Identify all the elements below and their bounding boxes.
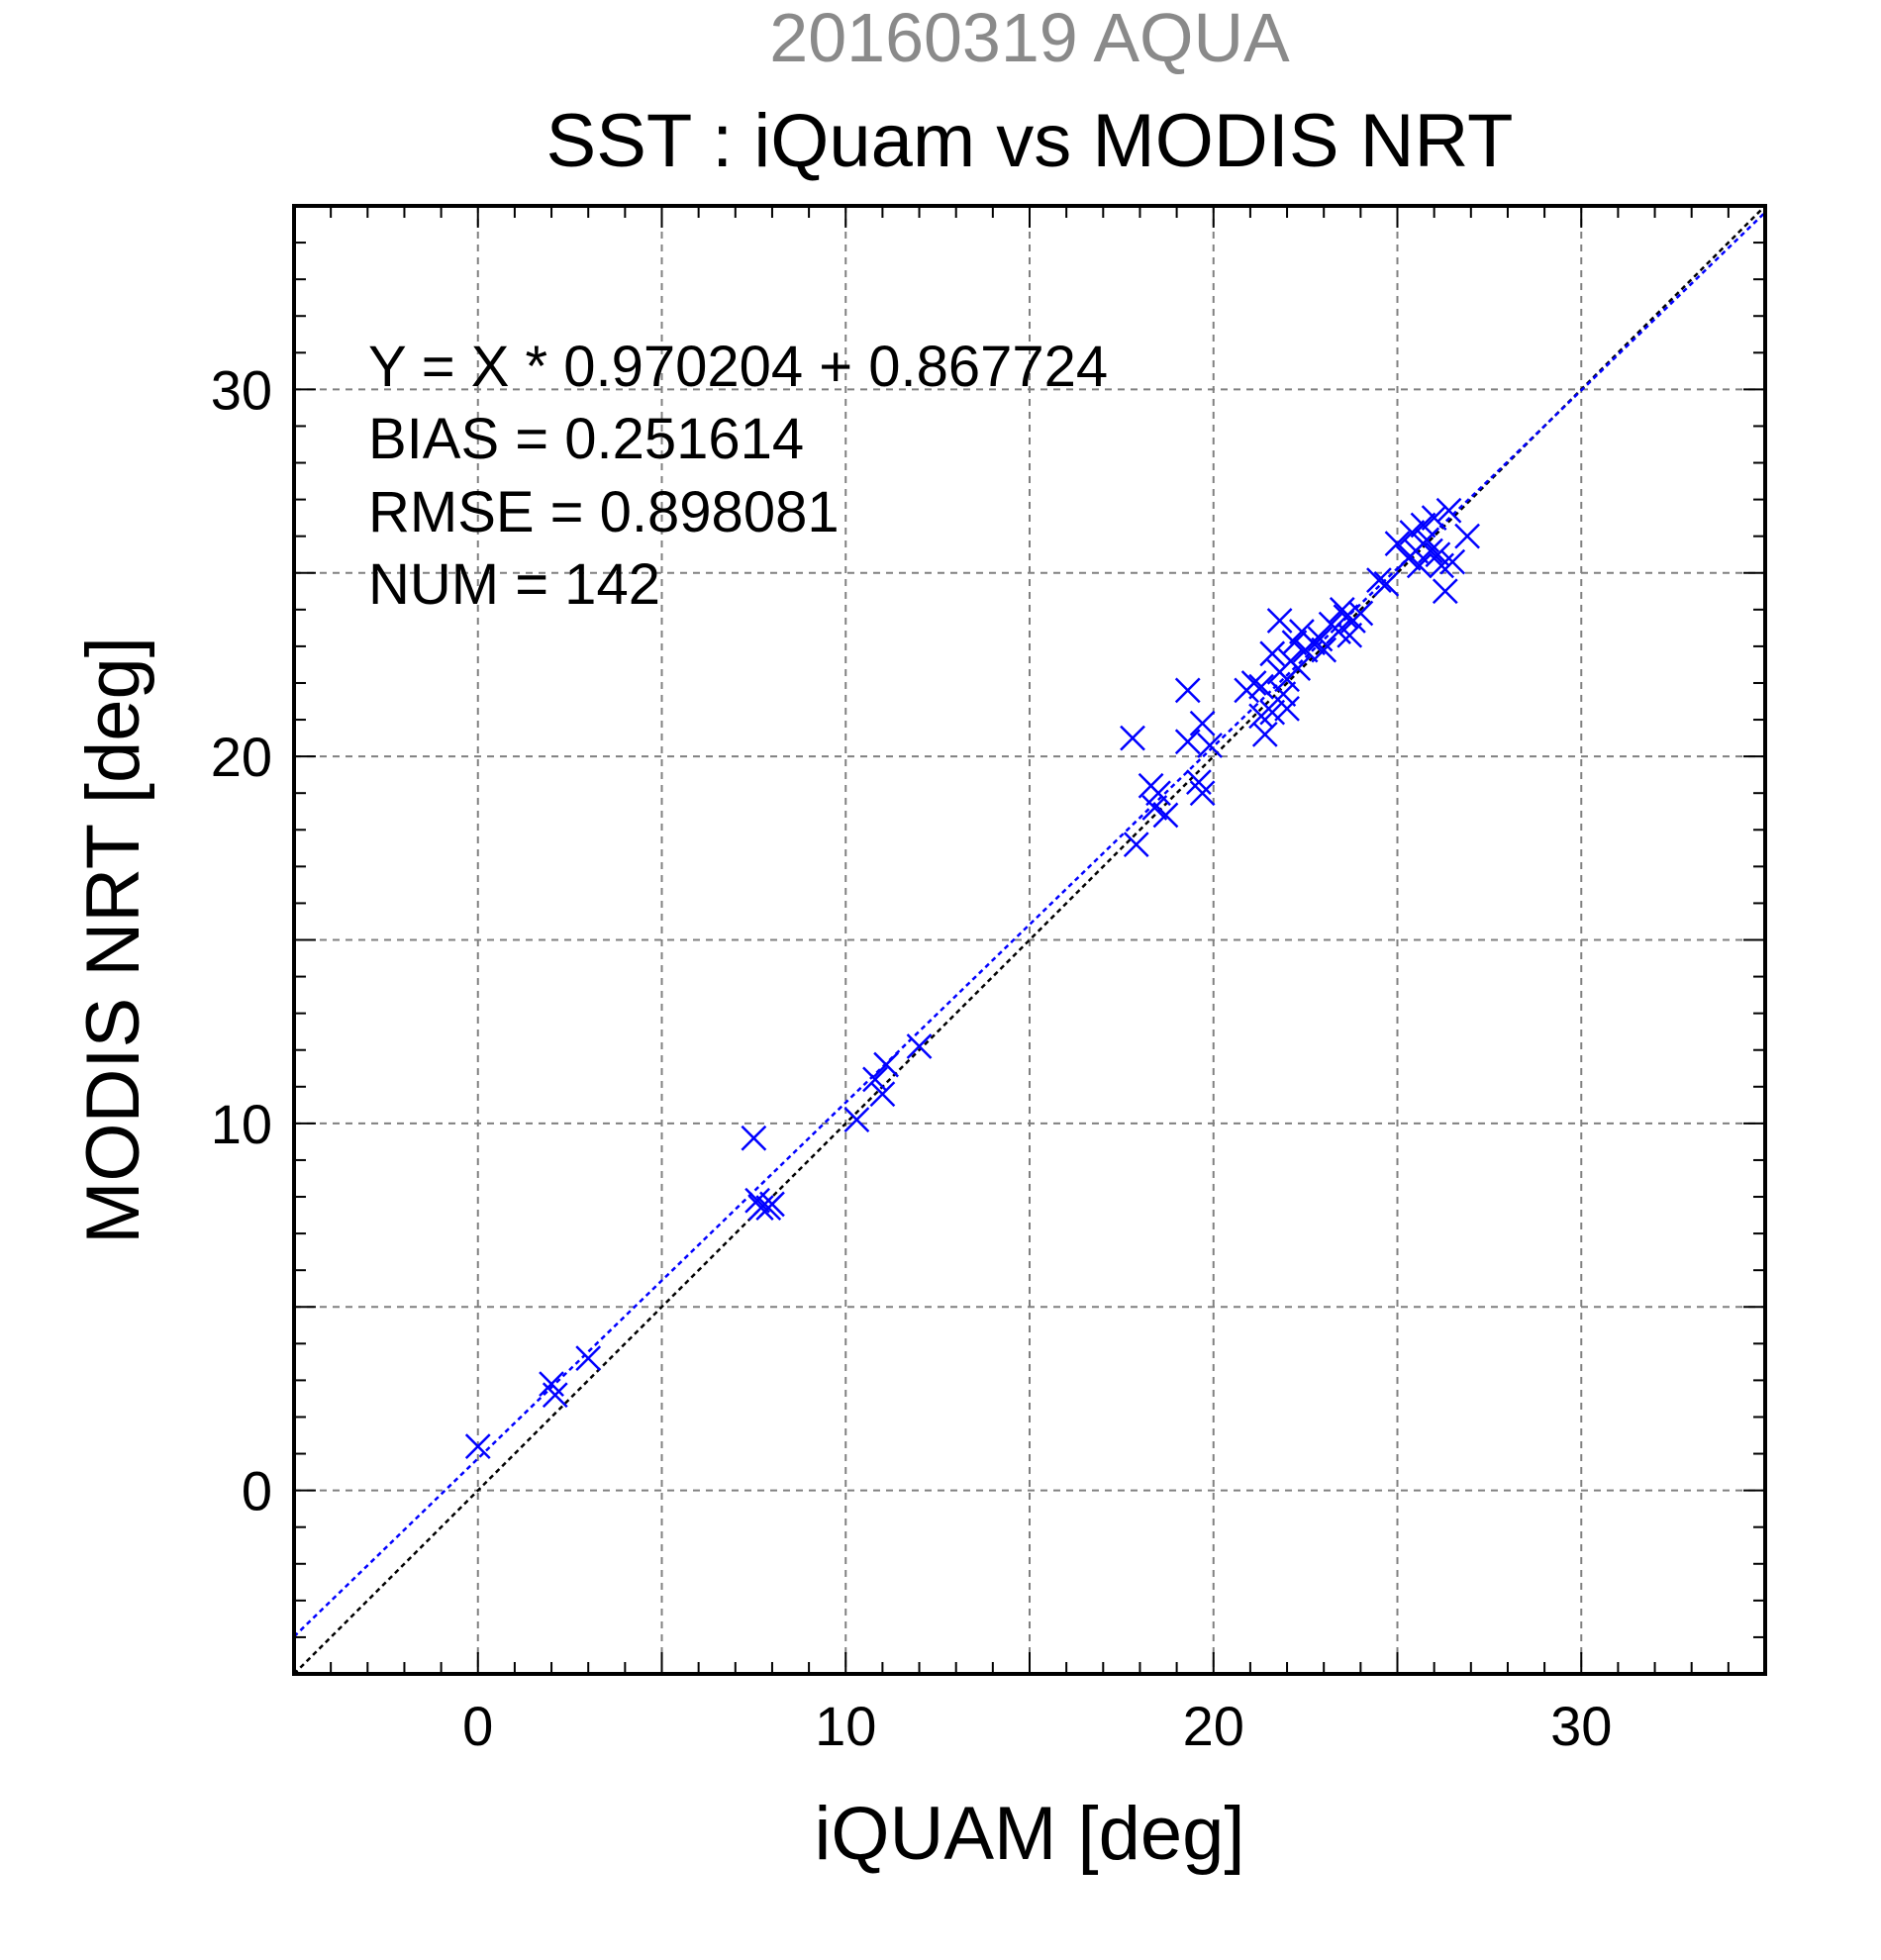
x-tick-label: 30 — [1550, 1695, 1612, 1757]
data-point — [741, 1125, 767, 1151]
data-point — [1406, 552, 1433, 579]
data-point — [1259, 640, 1286, 667]
data-point — [1436, 497, 1462, 524]
data-point — [1197, 733, 1223, 758]
data-point — [1454, 523, 1480, 549]
stats-annotation: Y = X * 0.970204 + 0.867724 BIAS = 0.251… — [368, 335, 1108, 617]
y-tick-label: 0 — [242, 1460, 272, 1522]
x-axis-label: iQUAM [deg] — [814, 1792, 1244, 1876]
data-point — [1421, 505, 1447, 532]
data-point — [1152, 802, 1179, 829]
y-tick-label: 10 — [211, 1093, 272, 1155]
data-point — [873, 1051, 899, 1078]
grid — [294, 206, 1765, 1674]
data-point — [1270, 681, 1297, 707]
data-point — [1285, 655, 1312, 682]
data-point — [1248, 673, 1274, 700]
data-point — [1336, 622, 1363, 648]
data-point — [1189, 710, 1216, 736]
num-text: NUM = 142 — [368, 552, 660, 617]
data-point — [869, 1081, 896, 1108]
data-point — [542, 1382, 568, 1409]
data-point — [759, 1191, 785, 1218]
data-point — [1366, 567, 1392, 594]
reference-lines — [293, 205, 1766, 1675]
data-point — [1259, 699, 1286, 726]
data-point — [1373, 570, 1400, 597]
data-point — [1384, 531, 1411, 556]
data-point — [1266, 608, 1293, 634]
data-point — [843, 1107, 870, 1133]
data-point — [1432, 578, 1458, 605]
data-point — [1418, 538, 1443, 564]
data-point — [1274, 696, 1300, 722]
data-point — [1439, 548, 1466, 575]
y-tick-label: 30 — [211, 358, 272, 421]
data-point — [1189, 780, 1216, 807]
x-tick-label: 10 — [815, 1695, 876, 1757]
data-point — [1174, 677, 1201, 704]
data-point — [906, 1033, 933, 1059]
y-tick-label: 20 — [211, 726, 272, 788]
data-point — [1281, 630, 1308, 656]
data-point — [1141, 795, 1168, 821]
data-point — [1240, 670, 1267, 696]
data-point — [464, 1433, 491, 1460]
fit-line — [293, 211, 1766, 1638]
chart-subtitle: SST : iQuam vs MODIS NRT — [546, 99, 1514, 183]
data-point — [1347, 600, 1374, 627]
x-tick-label: 20 — [1183, 1695, 1244, 1757]
data-point — [1123, 832, 1149, 857]
fit-equation: Y = X * 0.970204 + 0.867724 — [368, 335, 1108, 399]
data-point — [1120, 725, 1145, 751]
data-point — [744, 1187, 770, 1214]
y-axis-label: MODIS NRT [deg] — [71, 637, 155, 1244]
rmse-text: RMSE = 0.898081 — [368, 480, 840, 544]
x-tick-label: 0 — [462, 1695, 493, 1757]
data-point — [1311, 637, 1337, 663]
data-points — [464, 497, 1480, 1460]
data-point — [862, 1066, 888, 1093]
plot-frame — [292, 204, 1767, 1676]
data-point — [575, 1345, 602, 1372]
tick-labels: 0 10 20 30 0 10 20 30 — [211, 358, 1613, 1757]
data-point — [1410, 512, 1436, 539]
chart-title: 20160319 AQUA — [769, 0, 1290, 76]
data-point — [1174, 729, 1201, 755]
data-point — [1251, 721, 1278, 747]
data-point — [1145, 780, 1171, 807]
bias-text: BIAS = 0.251614 — [368, 407, 804, 471]
